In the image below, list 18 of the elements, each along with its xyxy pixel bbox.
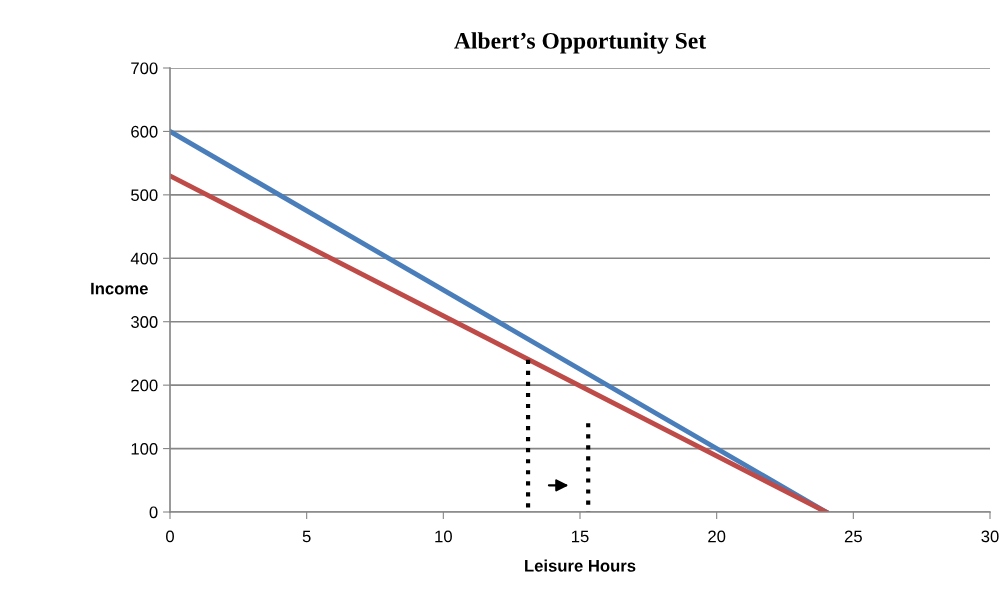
x-tick-label: 30 xyxy=(981,530,999,543)
x-tick-label: 0 xyxy=(166,530,174,543)
x-tick-label: 15 xyxy=(572,530,589,543)
y-tick-label: 0 xyxy=(149,506,158,519)
y-axis-title: Income xyxy=(91,282,148,295)
y-tick-label: 500 xyxy=(131,189,158,202)
x-tick-label: 25 xyxy=(844,530,862,543)
y-tick-label: 400 xyxy=(130,252,158,265)
y-tick-label: 700 xyxy=(131,62,158,75)
y-tick-label: 300 xyxy=(131,316,158,328)
x-axis-title: Leisure Hours xyxy=(525,559,636,572)
y-tick-label: 600 xyxy=(131,125,158,138)
y-tick-label: 100 xyxy=(131,442,158,455)
x-tick-label: 20 xyxy=(708,530,726,543)
chart-title: Albert’s Opportunity Set xyxy=(454,32,707,54)
x-tick-label: 5 xyxy=(302,530,311,543)
y-tick-label: 200 xyxy=(131,379,158,392)
x-tick-label: 10 xyxy=(435,530,452,543)
